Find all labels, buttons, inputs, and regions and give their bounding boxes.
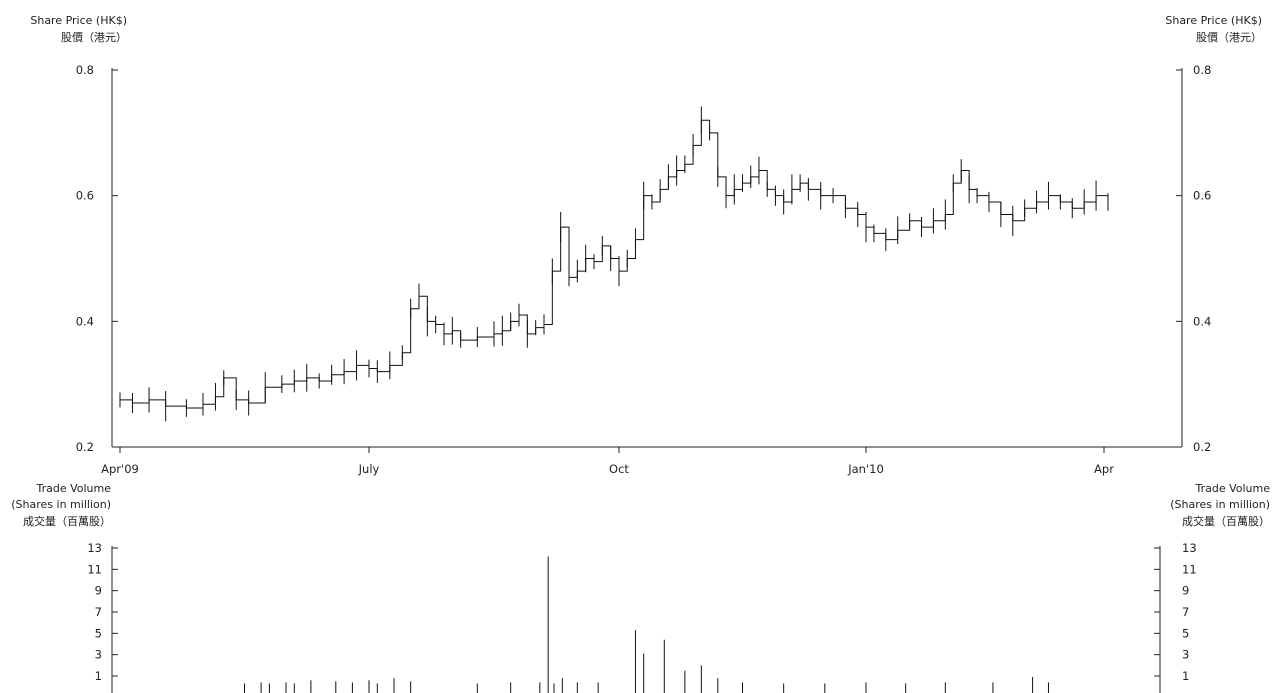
price-xtick-label: Apr xyxy=(1094,462,1114,476)
price-ytick-left-label: 0.6 xyxy=(76,189,94,203)
volume-ylabel-right-line1: Trade Volume xyxy=(1194,482,1270,495)
volume-ylabel-left-line3: 成交量（百萬股） xyxy=(23,514,111,528)
price-ytick-right-label: 0.8 xyxy=(1193,63,1211,77)
volume-ytick-left-label: 9 xyxy=(95,584,102,598)
volume-bars xyxy=(244,556,1049,693)
volume-ytick-left-label: 7 xyxy=(95,605,102,619)
price-ylabel-right-line2: 股價（港元） xyxy=(1196,30,1262,44)
volume-ytick-left-label: 3 xyxy=(95,648,102,662)
volume-ytick-right-label: 3 xyxy=(1182,648,1189,662)
volume-ytick-right-label: 1 xyxy=(1182,669,1189,683)
volume-ylabel-right-line2: (Shares in million) xyxy=(1170,498,1270,511)
price-y-ticks: 0.2 0.2 0.4 0.4 0.6 0.6 0.8 0.8 xyxy=(76,63,1212,454)
price-ytick-right-label: 0.6 xyxy=(1193,189,1211,203)
price-ylabel-left-line2: 股價（港元） xyxy=(61,30,127,44)
price-xtick-label: Oct xyxy=(609,462,629,476)
price-ylabel-left-line1: Share Price (HK$) xyxy=(30,14,127,27)
volume-ytick-right-label: 9 xyxy=(1182,584,1189,598)
price-xtick-label: Jan'10 xyxy=(847,462,884,476)
price-ylabel-right-line1: Share Price (HK$) xyxy=(1165,14,1262,27)
price-line xyxy=(120,119,1109,409)
price-xtick-label: July xyxy=(358,462,380,476)
volume-ytick-left-label: 11 xyxy=(87,562,102,576)
price-ytick-right-label: 0.4 xyxy=(1193,314,1211,328)
price-ytick-left-label: 0.8 xyxy=(76,63,94,77)
volume-ytick-left-label: 1 xyxy=(95,669,102,683)
volume-ylabel-left-line1: Trade Volume xyxy=(35,482,111,495)
price-x-ticks: Apr'09 July Oct Jan'10 Apr xyxy=(101,447,1114,476)
volume-ytick-right-label: 11 xyxy=(1182,562,1197,576)
price-axes xyxy=(111,68,1183,448)
volume-ytick-right-label: 5 xyxy=(1182,626,1189,640)
price-xtick-label: Apr'09 xyxy=(101,462,139,476)
price-series xyxy=(119,106,1109,422)
price-ytick-left-label: 0.2 xyxy=(76,440,94,454)
volume-axes xyxy=(111,546,1161,693)
volume-ylabel-right-line3: 成交量（百萬股） xyxy=(1182,514,1270,528)
price-ytick-right-label: 0.2 xyxy=(1193,440,1211,454)
volume-ylabel-left-line2: (Shares in million) xyxy=(11,498,111,511)
volume-ytick-right-label: 7 xyxy=(1182,605,1189,619)
price-ytick-left-label: 0.4 xyxy=(76,314,94,328)
volume-ytick-right-label: 13 xyxy=(1182,541,1197,555)
volume-ytick-left-label: 13 xyxy=(87,541,102,555)
volume-ytick-left-label: 5 xyxy=(95,626,102,640)
